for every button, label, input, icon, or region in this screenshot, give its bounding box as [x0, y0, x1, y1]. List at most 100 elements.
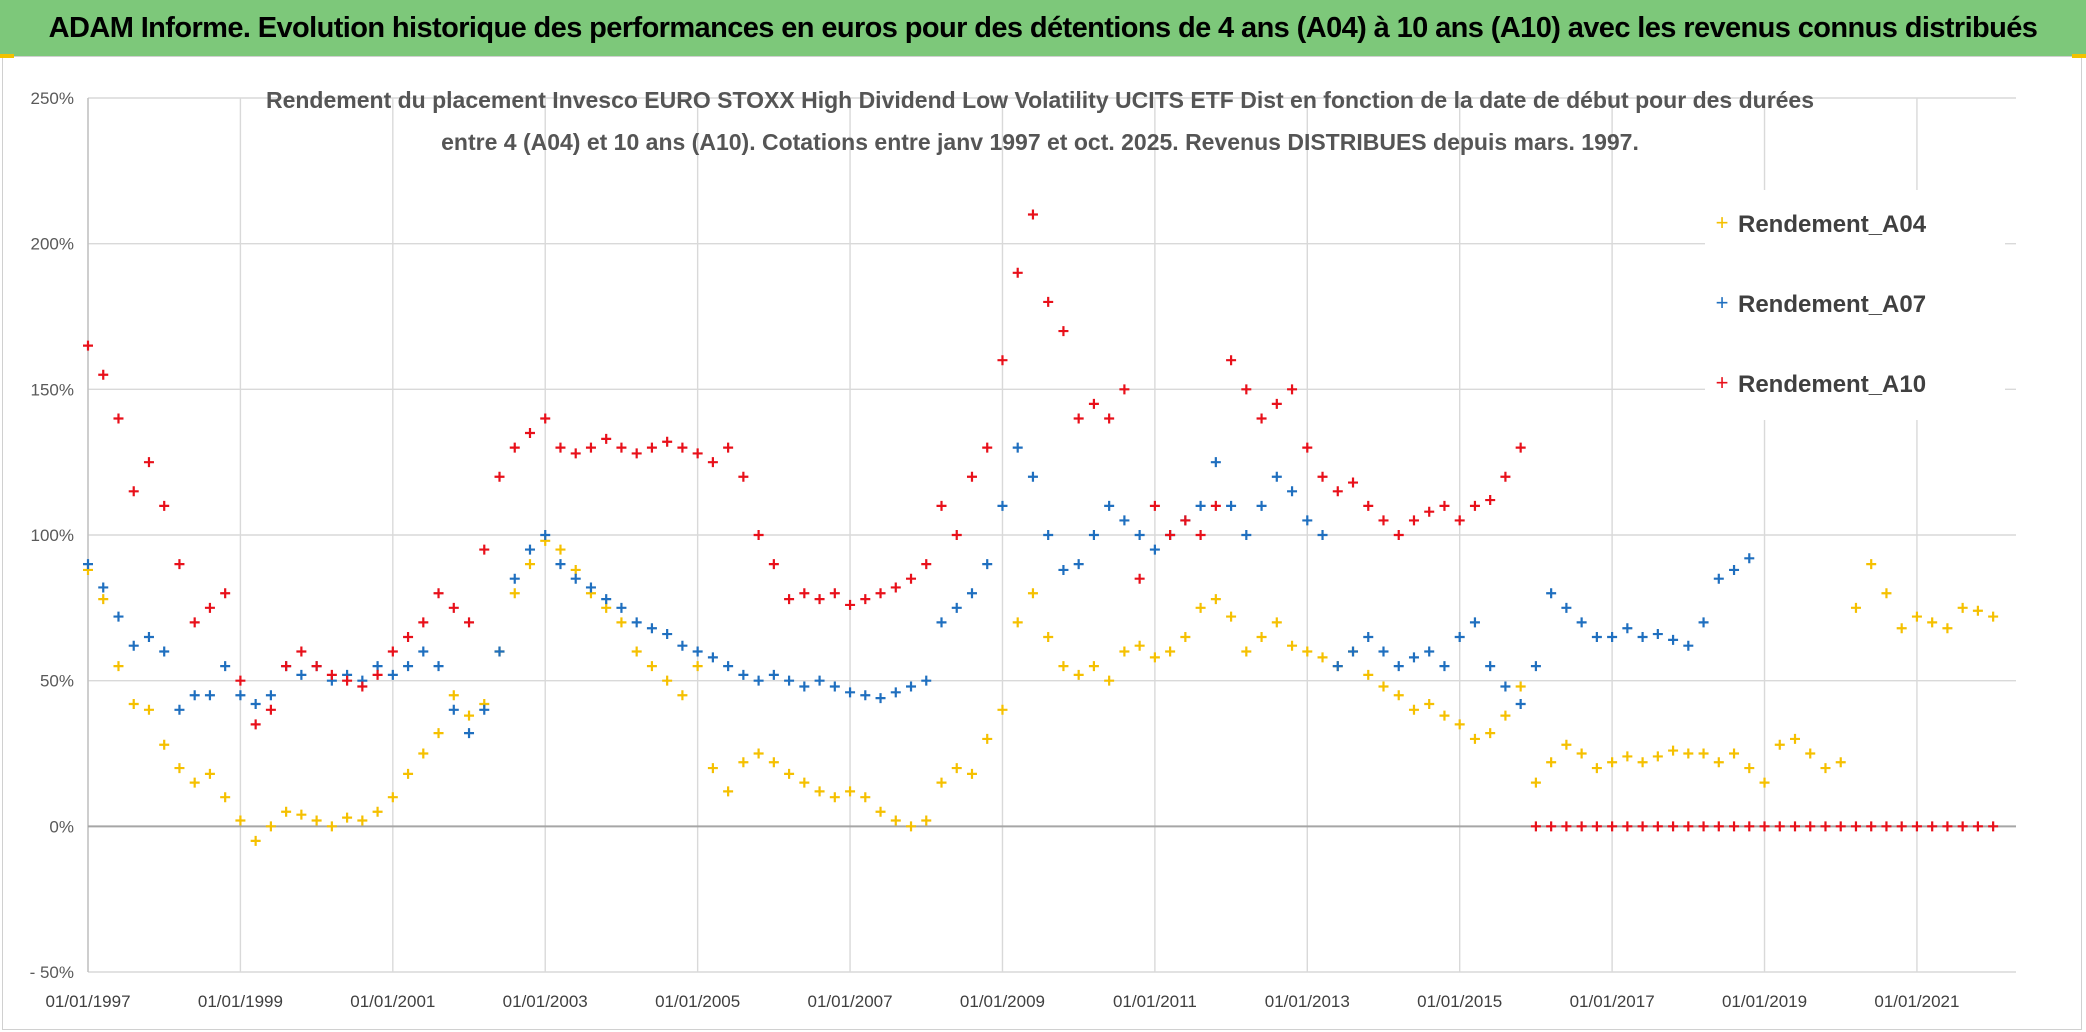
data-point	[1439, 500, 1450, 511]
series-Rendement_A10	[83, 209, 1999, 832]
data-point	[189, 777, 200, 788]
data-point	[1530, 661, 1541, 672]
data-point	[387, 669, 398, 680]
data-point	[1790, 733, 1800, 744]
data-point	[326, 669, 337, 680]
data-point	[1698, 748, 1709, 759]
data-point	[1348, 646, 1359, 657]
data-point	[1195, 500, 1206, 511]
data-point	[1348, 477, 1359, 488]
data-point	[1058, 661, 1069, 672]
data-point	[143, 457, 154, 468]
data-point	[357, 815, 368, 826]
data-point	[189, 617, 200, 628]
data-point	[890, 815, 901, 826]
data-point	[1957, 602, 1968, 613]
data-point	[342, 812, 353, 823]
data-point	[1866, 559, 1877, 570]
data-point	[113, 661, 124, 672]
data-point	[1119, 646, 1130, 657]
data-point	[966, 588, 977, 599]
data-point	[1744, 821, 1755, 832]
data-point	[1302, 442, 1313, 453]
data-point	[829, 792, 840, 803]
data-point	[235, 815, 246, 826]
data-point	[814, 675, 825, 686]
data-point	[418, 748, 429, 759]
data-point	[1027, 588, 1038, 599]
data-point	[1271, 398, 1282, 409]
data-point	[1759, 821, 1770, 832]
data-point	[1729, 564, 1740, 575]
data-point	[906, 681, 917, 692]
data-point	[1043, 296, 1054, 307]
legend-marker-a04: +	[1716, 210, 1729, 235]
data-point	[1759, 777, 1770, 788]
legend-label-a10: Rendement_A10	[1738, 371, 1926, 398]
data-point	[1058, 326, 1069, 337]
data-point	[631, 646, 642, 657]
data-point	[860, 690, 871, 701]
data-point	[1622, 751, 1633, 762]
data-point	[509, 588, 520, 599]
data-point	[692, 646, 703, 657]
data-point	[1530, 821, 1541, 832]
data-point	[1363, 500, 1374, 511]
data-point	[1317, 652, 1328, 663]
corner-mark-left	[0, 54, 14, 58]
data-point	[143, 631, 154, 642]
data-point	[784, 594, 795, 605]
data-point	[1149, 544, 1160, 555]
data-point	[845, 786, 856, 797]
data-point	[1866, 821, 1877, 832]
data-point	[951, 602, 962, 613]
data-point	[1256, 413, 1267, 424]
data-point	[1652, 821, 1663, 832]
data-point	[1911, 611, 1922, 622]
data-point	[387, 792, 398, 803]
data-point	[738, 757, 749, 768]
data-point	[1469, 733, 1480, 744]
data-point	[1302, 646, 1313, 657]
legend-background	[1705, 190, 2005, 420]
data-point	[448, 602, 459, 613]
data-point	[723, 442, 734, 453]
data-point	[906, 821, 917, 832]
data-point	[372, 661, 383, 672]
data-point	[1637, 631, 1648, 642]
data-point	[1287, 486, 1298, 497]
data-point	[616, 602, 627, 613]
legend-label-a07: Rendement_A07	[1738, 291, 1926, 318]
data-point	[1683, 640, 1694, 651]
data-point	[1012, 617, 1023, 628]
data-point	[982, 733, 993, 744]
y-tick-label: - 50%	[30, 963, 74, 982]
data-point	[875, 693, 886, 704]
y-tick-label: 250%	[31, 89, 74, 108]
data-point	[1881, 821, 1892, 832]
data-point	[631, 448, 642, 459]
data-point	[753, 748, 764, 759]
data-point	[159, 646, 170, 657]
data-point	[189, 690, 200, 701]
data-point	[174, 763, 185, 774]
data-point	[281, 806, 292, 817]
data-point	[1774, 739, 1785, 750]
data-point	[311, 661, 322, 672]
data-point	[524, 428, 535, 439]
data-point	[1835, 757, 1846, 768]
y-tick-label: 100%	[31, 526, 74, 545]
data-point	[692, 448, 703, 459]
data-point	[1790, 821, 1800, 832]
data-point	[1576, 617, 1587, 628]
data-point	[1332, 661, 1343, 672]
data-point	[616, 617, 627, 628]
data-point	[1469, 617, 1480, 628]
data-point	[1713, 821, 1724, 832]
data-point	[768, 559, 779, 570]
data-point	[1805, 821, 1816, 832]
data-point	[1241, 530, 1252, 540]
data-point	[1073, 669, 1084, 680]
data-point	[1134, 530, 1145, 540]
data-point	[403, 661, 414, 672]
